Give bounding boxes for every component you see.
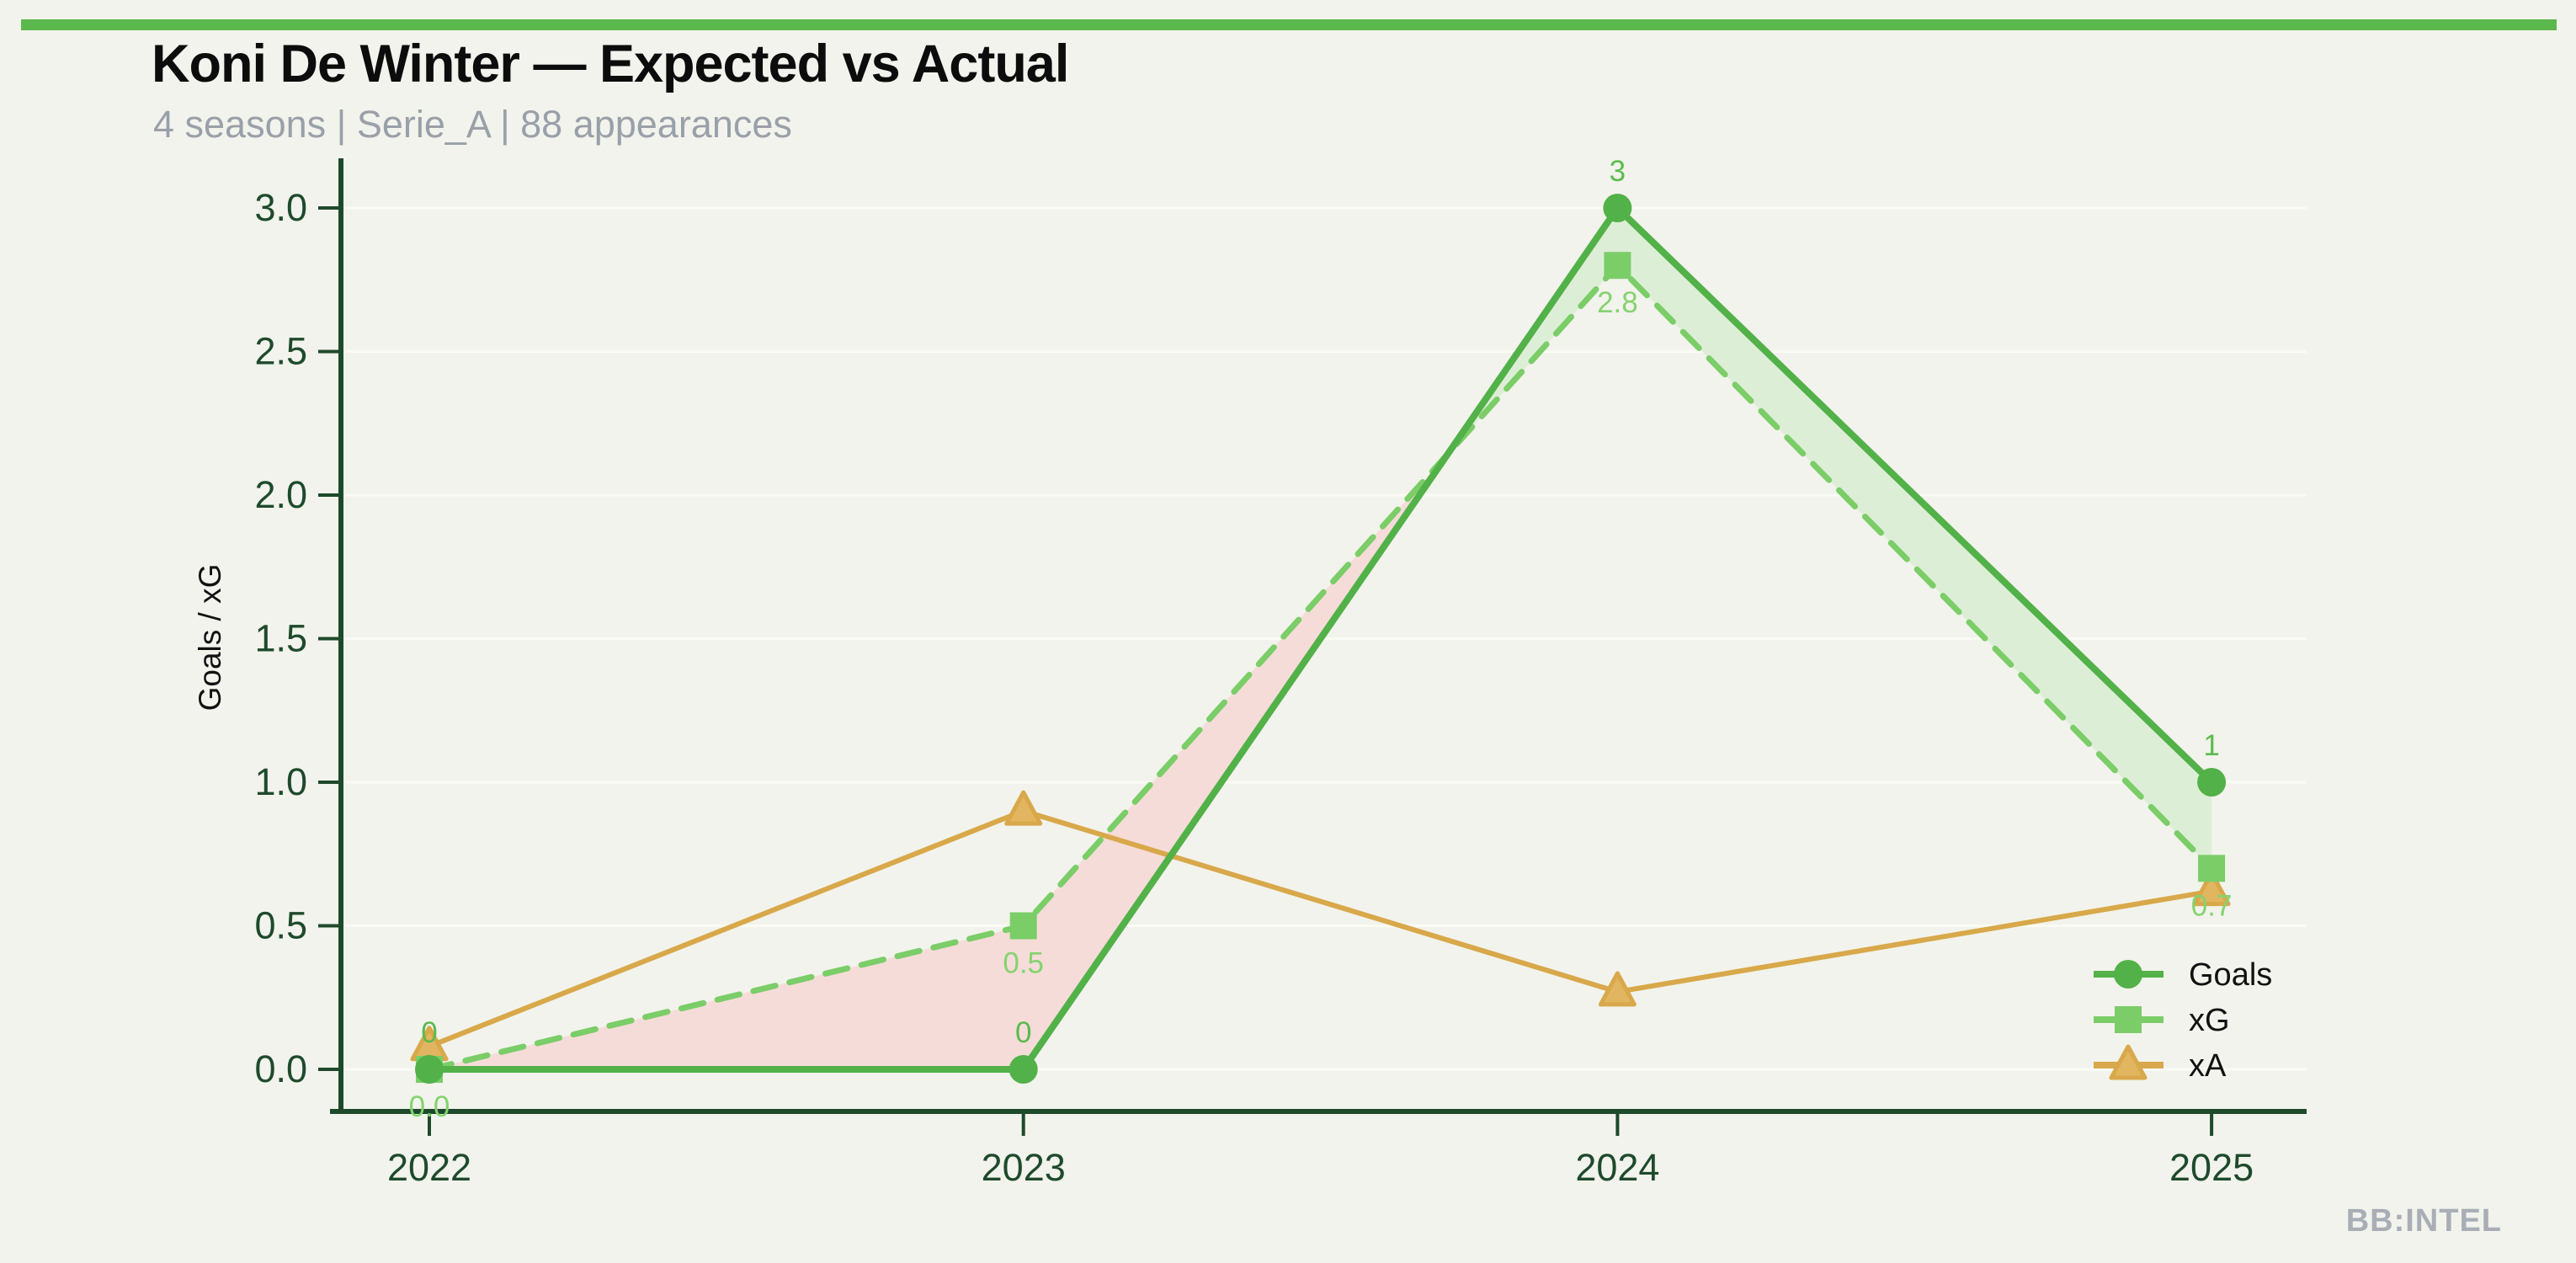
x-tick-label: 2022 (387, 1146, 471, 1189)
xg-marker (1604, 252, 1631, 280)
xa-line (427, 808, 2215, 1049)
x-tick-label: 2025 (2169, 1146, 2254, 1189)
y-axis-title: Goals / xG (193, 564, 227, 711)
legend: Goals xG xA (2094, 957, 2272, 1084)
xa-marker (2192, 871, 2231, 907)
goals-marker (1603, 194, 1632, 222)
y-tick-label: 0.0 (254, 1047, 307, 1090)
page-title: Koni De Winter — Expected vs Actual (152, 35, 1069, 93)
y-tick-label: 1.5 (254, 617, 307, 660)
legend-xg-marker (2115, 1006, 2142, 1033)
xg-data-label: 0.7 (2191, 889, 2233, 922)
goals-data-label: 1 (2203, 729, 2219, 762)
y-tick-label: 1.0 (254, 760, 307, 803)
xg-marker (1009, 912, 1037, 940)
xg-data-label: 0.0 (409, 1090, 450, 1123)
legend-xg-label: xG (2189, 1003, 2230, 1038)
goals-data-label: 0 (1015, 1016, 1031, 1049)
y-tick-label: 2.5 (254, 330, 307, 373)
legend-xa-label: xA (2189, 1048, 2227, 1084)
overperformance-fill (1447, 208, 2212, 869)
x-tick-label: 2024 (1575, 1146, 1659, 1189)
y-tick-label: 2.0 (254, 473, 307, 516)
series-group (410, 194, 2231, 1084)
goals-marker (2197, 768, 2227, 797)
y-tick-label: 0.5 (254, 904, 307, 947)
underperformance-fill (429, 454, 1448, 1069)
axes-group: 0.0 0.5 1.0 1.5 2.0 2.5 3.0 2022 2023 2024 2025 (254, 158, 2307, 1189)
top-accent-bar (21, 19, 2557, 30)
legend-xa-marker (2109, 1044, 2148, 1080)
goals-data-label: 3 (1610, 155, 1626, 188)
x-tick-label: 2023 (982, 1146, 1066, 1189)
legend-goals-label: Goals (2189, 957, 2272, 993)
goals-line (426, 205, 2216, 1073)
xg-line (426, 262, 2215, 1073)
xg-data-label: 2.8 (1597, 286, 1638, 319)
data-labels-group: 0 0 3 1 0.0 0.5 2.8 0.7 (409, 155, 2233, 1123)
goals-data-label: 0 (421, 1016, 437, 1049)
xg-marker (2198, 855, 2226, 882)
y-tick-label: 3.0 (254, 186, 307, 229)
xa-marker (1004, 790, 1043, 826)
page-subtitle: 4 seasons | Serie_A | 88 appearances (153, 103, 792, 146)
xa-marker (1598, 971, 1637, 1007)
watermark-logo: BB:INTEL (2345, 1203, 2502, 1239)
legend-goals-marker (2114, 960, 2142, 989)
goals-marker (1009, 1055, 1038, 1084)
xg-data-label: 0.5 (1003, 947, 1044, 980)
goals-marker (415, 1055, 444, 1084)
gridlines-group (345, 206, 2307, 1071)
